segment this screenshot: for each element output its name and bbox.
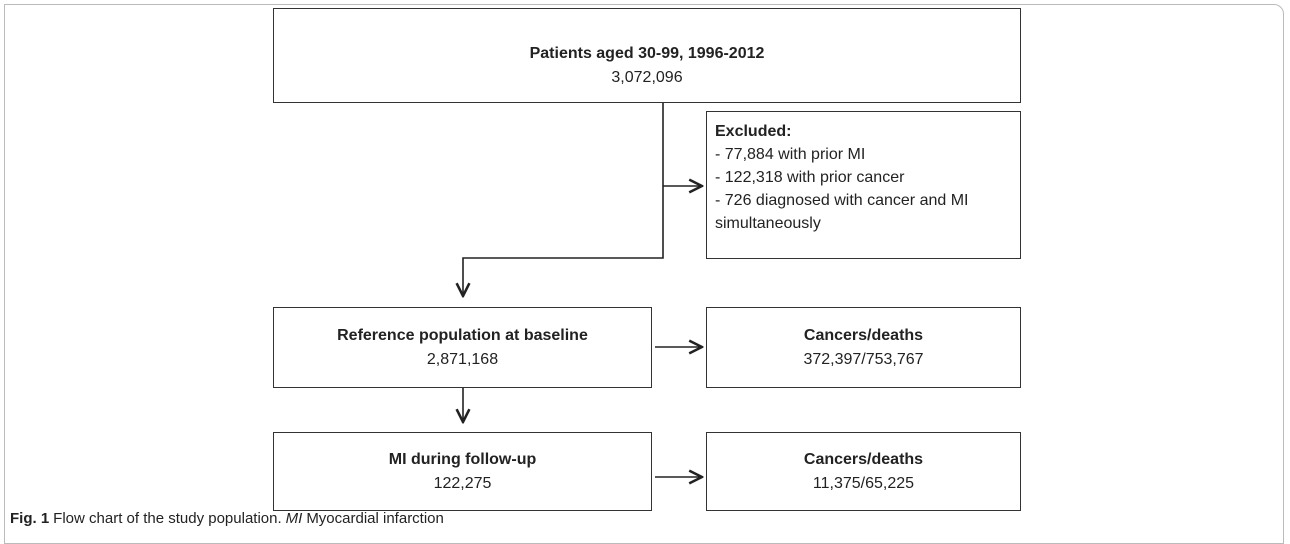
- node: Reference population at baseline 2,871,1…: [273, 307, 652, 388]
- excluded-box: Excluded: - 77,884 with prior MI - 122,3…: [706, 111, 1021, 259]
- excluded-item: - 77,884 with prior MI: [715, 146, 866, 163]
- node-value: 2,871,168: [426, 350, 499, 368]
- node: Cancers/deaths 11,375/65,225: [706, 432, 1021, 511]
- caption-abbr-text: Myocardial infarction: [306, 510, 444, 527]
- caption-label: Fig. 1: [10, 510, 50, 527]
- node-title: Cancers/deaths: [803, 326, 924, 344]
- node-value: 122,275: [433, 474, 492, 492]
- excluded-item: - 122,318 with prior cancer: [715, 169, 905, 186]
- caption: Fig. 1 Flow chart of the study population…: [10, 510, 444, 527]
- node-title: Cancers/deaths: [803, 450, 924, 468]
- node-title: MI during follow-up: [388, 450, 537, 468]
- excluded-title: Excluded:: [715, 123, 792, 140]
- node: Cancers/deaths 372,397/753,767: [706, 307, 1021, 388]
- node-value: 3,072,096: [611, 68, 683, 86]
- excluded-item: - 726 diagnosed with cancer and MI simul…: [715, 192, 969, 232]
- node-value: 11,375/65,225: [812, 474, 915, 492]
- connector: [463, 102, 664, 296]
- node-value: 372,397/753,767: [803, 350, 924, 368]
- node: MI during follow-up 122,275: [273, 432, 652, 511]
- caption-abbr: MI: [285, 510, 303, 527]
- node: Patients aged 30-99, 1996-2012 3,072,096: [273, 8, 1021, 103]
- node-title: Reference population at baseline: [337, 326, 588, 344]
- node-title: Patients aged 30-99, 1996-2012: [529, 44, 765, 62]
- caption-text: Flow chart of the study population.: [53, 510, 282, 527]
